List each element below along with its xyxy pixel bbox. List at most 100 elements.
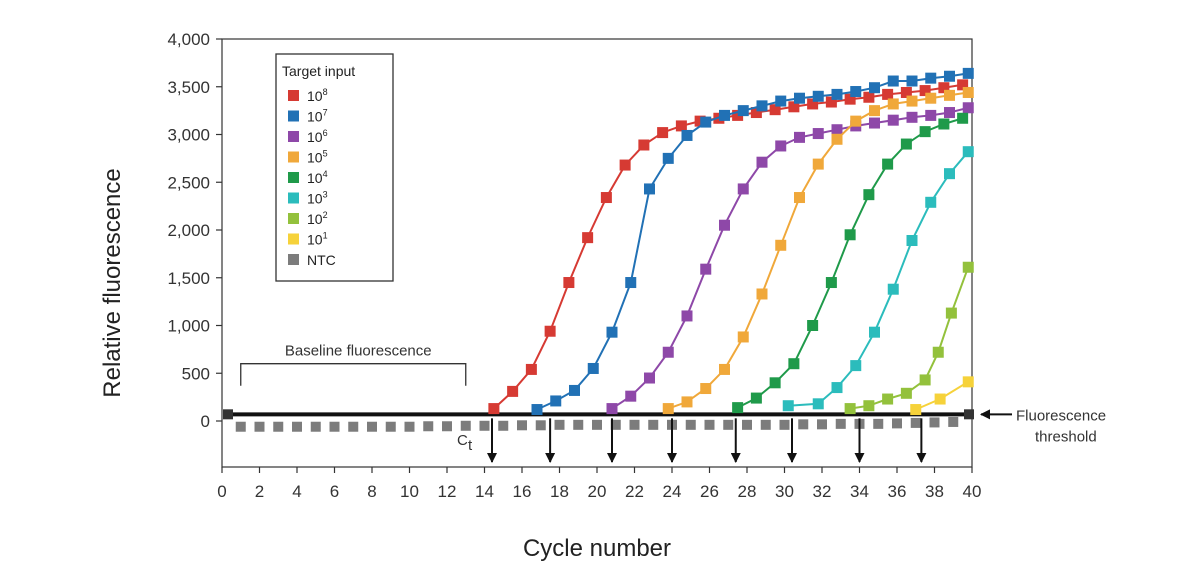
series-point bbox=[525, 363, 537, 375]
series-point bbox=[850, 360, 862, 372]
series-point bbox=[948, 416, 959, 427]
series-line bbox=[536, 72, 969, 411]
series-point bbox=[644, 372, 655, 384]
legend-entry: 108 bbox=[307, 87, 328, 104]
series-point bbox=[782, 400, 794, 412]
legend-entry-exponent: 7 bbox=[323, 108, 328, 118]
series-point bbox=[831, 133, 843, 145]
series-point bbox=[944, 89, 955, 101]
series-point bbox=[662, 152, 674, 164]
x-tick-label: 0 bbox=[217, 482, 226, 501]
series-point bbox=[957, 79, 969, 91]
x-tick-label: 6 bbox=[330, 482, 339, 501]
series-point bbox=[945, 307, 957, 319]
series-point bbox=[925, 196, 937, 208]
series-point bbox=[944, 107, 955, 119]
series-point bbox=[498, 420, 509, 431]
series-point bbox=[925, 92, 937, 104]
series-point bbox=[587, 362, 599, 374]
series-point bbox=[919, 126, 931, 138]
series-point bbox=[704, 419, 715, 430]
series-point bbox=[582, 232, 594, 244]
series-point bbox=[638, 139, 650, 151]
series-point bbox=[700, 263, 712, 275]
series-point bbox=[442, 421, 452, 432]
series-point bbox=[662, 403, 674, 415]
series-point bbox=[750, 392, 762, 404]
series-point bbox=[962, 376, 974, 388]
series-point bbox=[934, 393, 946, 405]
series-point bbox=[531, 404, 543, 416]
series-point bbox=[657, 127, 669, 139]
legend-entry: 107 bbox=[307, 108, 328, 125]
legend-entry: NTC bbox=[307, 252, 336, 268]
series-point bbox=[932, 346, 944, 358]
series-point bbox=[694, 115, 706, 127]
series-point bbox=[779, 419, 790, 430]
legend-entry: 102 bbox=[307, 210, 328, 227]
series-point bbox=[944, 168, 955, 180]
series-point bbox=[756, 100, 768, 112]
series-point bbox=[273, 421, 284, 432]
series-point bbox=[887, 75, 899, 87]
legend-entry-exponent: 4 bbox=[323, 169, 328, 179]
series-point bbox=[700, 116, 712, 128]
series-point bbox=[544, 325, 556, 337]
series-point bbox=[812, 90, 824, 102]
series-point bbox=[962, 102, 974, 114]
legend-swatch bbox=[288, 233, 299, 245]
x-tick-label: 32 bbox=[813, 482, 832, 501]
series-point bbox=[385, 421, 396, 432]
legend-entry-exponent: 8 bbox=[323, 87, 328, 97]
series-point bbox=[906, 111, 918, 123]
threshold-end-marker bbox=[223, 409, 233, 420]
series-point bbox=[962, 146, 974, 158]
y-tick-label: 3,500 bbox=[167, 78, 210, 97]
x-tick-label: 12 bbox=[438, 482, 457, 501]
series-line bbox=[737, 117, 963, 409]
series-point bbox=[600, 192, 612, 204]
x-tick-label: 16 bbox=[513, 482, 532, 501]
series-point bbox=[887, 283, 899, 295]
series-point bbox=[719, 219, 730, 231]
x-axis-title: Cycle number bbox=[523, 535, 671, 562]
series-point bbox=[925, 72, 937, 84]
series-point bbox=[329, 421, 340, 432]
y-tick-label: 1,500 bbox=[167, 269, 210, 288]
series-point bbox=[900, 86, 912, 98]
series-point bbox=[550, 395, 562, 407]
series-point bbox=[831, 124, 843, 136]
series-point bbox=[882, 88, 894, 100]
ct-label: C bbox=[457, 432, 468, 449]
series-point bbox=[807, 320, 819, 331]
series-point bbox=[760, 419, 771, 430]
x-tick-label: 2 bbox=[255, 482, 264, 501]
series-point bbox=[812, 158, 824, 170]
series-point bbox=[962, 261, 974, 273]
series-point bbox=[938, 118, 950, 130]
series-point bbox=[882, 158, 894, 170]
x-tick-label: 4 bbox=[292, 482, 301, 501]
series-point bbox=[573, 419, 584, 430]
y-tick-label: 1,000 bbox=[167, 317, 210, 336]
series-point bbox=[460, 420, 471, 431]
legend-swatch bbox=[288, 90, 299, 101]
series-point bbox=[910, 417, 921, 428]
series-point bbox=[906, 75, 918, 87]
series-point bbox=[563, 277, 575, 289]
series-point bbox=[348, 421, 359, 432]
series-point bbox=[919, 374, 931, 386]
series-line bbox=[493, 83, 963, 410]
series-point bbox=[619, 159, 631, 171]
series-point bbox=[292, 421, 302, 432]
legend-entry-exponent: 3 bbox=[323, 190, 328, 200]
threshold-end-marker bbox=[964, 409, 974, 420]
legend-entry-exponent: 1 bbox=[323, 231, 328, 241]
x-tick-label: 40 bbox=[963, 482, 982, 501]
series-point bbox=[794, 92, 805, 104]
x-tick-label: 18 bbox=[550, 482, 569, 501]
y-tick-label: 500 bbox=[182, 364, 210, 383]
y-tick-label: 4,000 bbox=[167, 30, 210, 49]
y-tick-label: 2,500 bbox=[167, 173, 210, 192]
